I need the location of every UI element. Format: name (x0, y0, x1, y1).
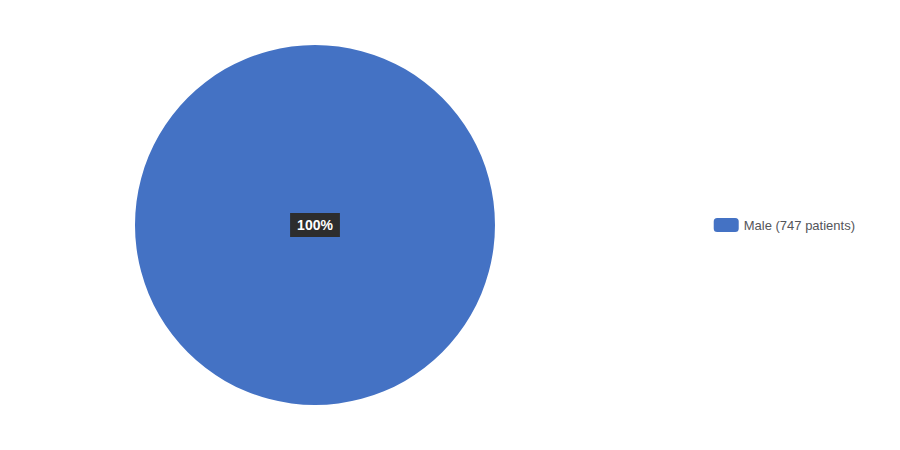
svg-text:100%: 100% (297, 217, 333, 233)
svg-text:Male (747 patients): Male (747 patients) (744, 218, 855, 233)
